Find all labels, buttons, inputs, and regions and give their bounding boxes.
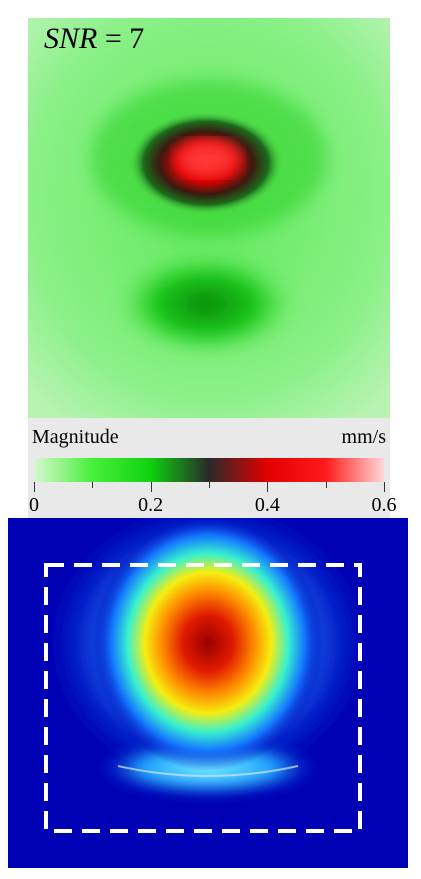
- colorbar-tick-label: 0.4: [254, 494, 280, 516]
- magnitude-map: [28, 18, 390, 418]
- colorbar-gradient: [34, 458, 384, 482]
- colorbar-tick-label: 0: [29, 494, 39, 516]
- colorbar-tick: [267, 482, 269, 492]
- colorbar-tick-label: 0.6: [371, 494, 397, 516]
- magnitude-map-image: [28, 18, 390, 418]
- colorbar-minor-tick: [325, 482, 327, 488]
- colorbar-tick: [150, 482, 152, 492]
- roi-dashed-box: [44, 563, 362, 833]
- bottom-map-image: [8, 518, 408, 868]
- snr-annotation: SNR = 7: [44, 22, 145, 55]
- colorbar-title: Magnitude: [32, 426, 119, 448]
- colorbar-minor-tick: [92, 482, 94, 488]
- bottom-map: [8, 518, 408, 868]
- colorbar: Magnitude mm/s 0 0.2 0.4 0.6: [28, 418, 397, 518]
- colorbar-tick: [384, 482, 385, 492]
- colorbar-unit: mm/s: [341, 426, 386, 448]
- colorbar-tick-label: 0.2: [138, 494, 164, 516]
- colorbar-minor-tick: [209, 482, 210, 488]
- colorbar-tick: [34, 482, 35, 492]
